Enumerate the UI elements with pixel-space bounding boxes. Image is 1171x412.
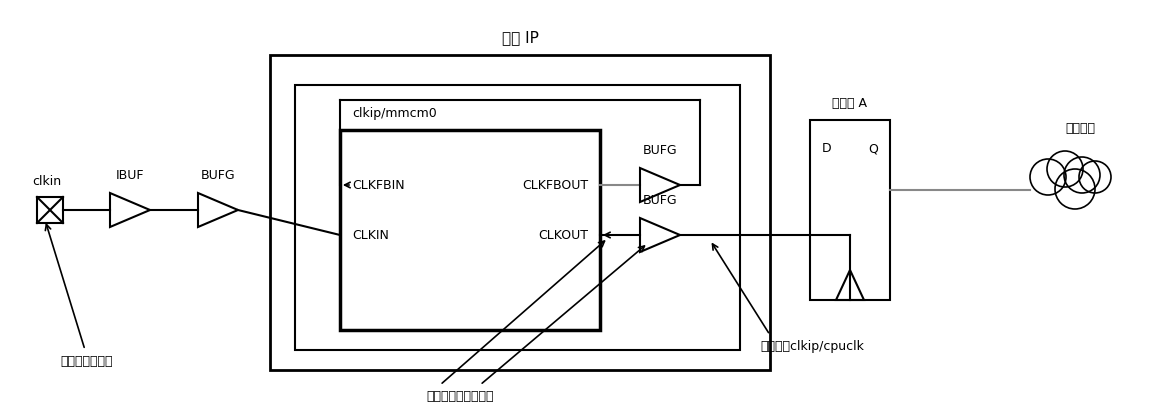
Text: 层级名：clkip/cpuclk: 层级名：clkip/cpuclk [760, 340, 864, 353]
Bar [340, 130, 600, 330]
Bar [271, 55, 771, 370]
Text: clkip/mmcm0: clkip/mmcm0 [352, 107, 438, 120]
Bar [37, 197, 63, 223]
Circle shape [1047, 151, 1083, 187]
Circle shape [1064, 157, 1100, 193]
Text: CLKFBOUT: CLKFBOUT [522, 178, 588, 192]
Text: 主时钟定义位置: 主时钟定义位置 [60, 355, 112, 368]
Bar [295, 85, 740, 350]
Text: BUFG: BUFG [643, 144, 677, 157]
Bar [810, 120, 890, 300]
Text: CLKIN: CLKIN [352, 229, 389, 241]
Text: Q: Q [868, 142, 878, 155]
Circle shape [1030, 159, 1066, 195]
Text: 数据路径: 数据路径 [1064, 122, 1095, 135]
Text: CLKOUT: CLKOUT [537, 229, 588, 241]
Text: 寄存器 A: 寄存器 A [833, 97, 868, 110]
Text: clkin: clkin [32, 175, 61, 188]
Text: D: D [822, 142, 831, 155]
Circle shape [1078, 161, 1111, 193]
Text: 时钟 IP: 时钟 IP [501, 30, 539, 45]
Circle shape [1055, 169, 1095, 209]
Text: 自动生成时钟定义点: 自动生成时钟定义点 [426, 390, 494, 403]
Text: BUFG: BUFG [200, 169, 235, 182]
Text: IBUF: IBUF [116, 169, 144, 182]
Text: CLKFBIN: CLKFBIN [352, 178, 405, 192]
Text: BUFG: BUFG [643, 194, 677, 207]
